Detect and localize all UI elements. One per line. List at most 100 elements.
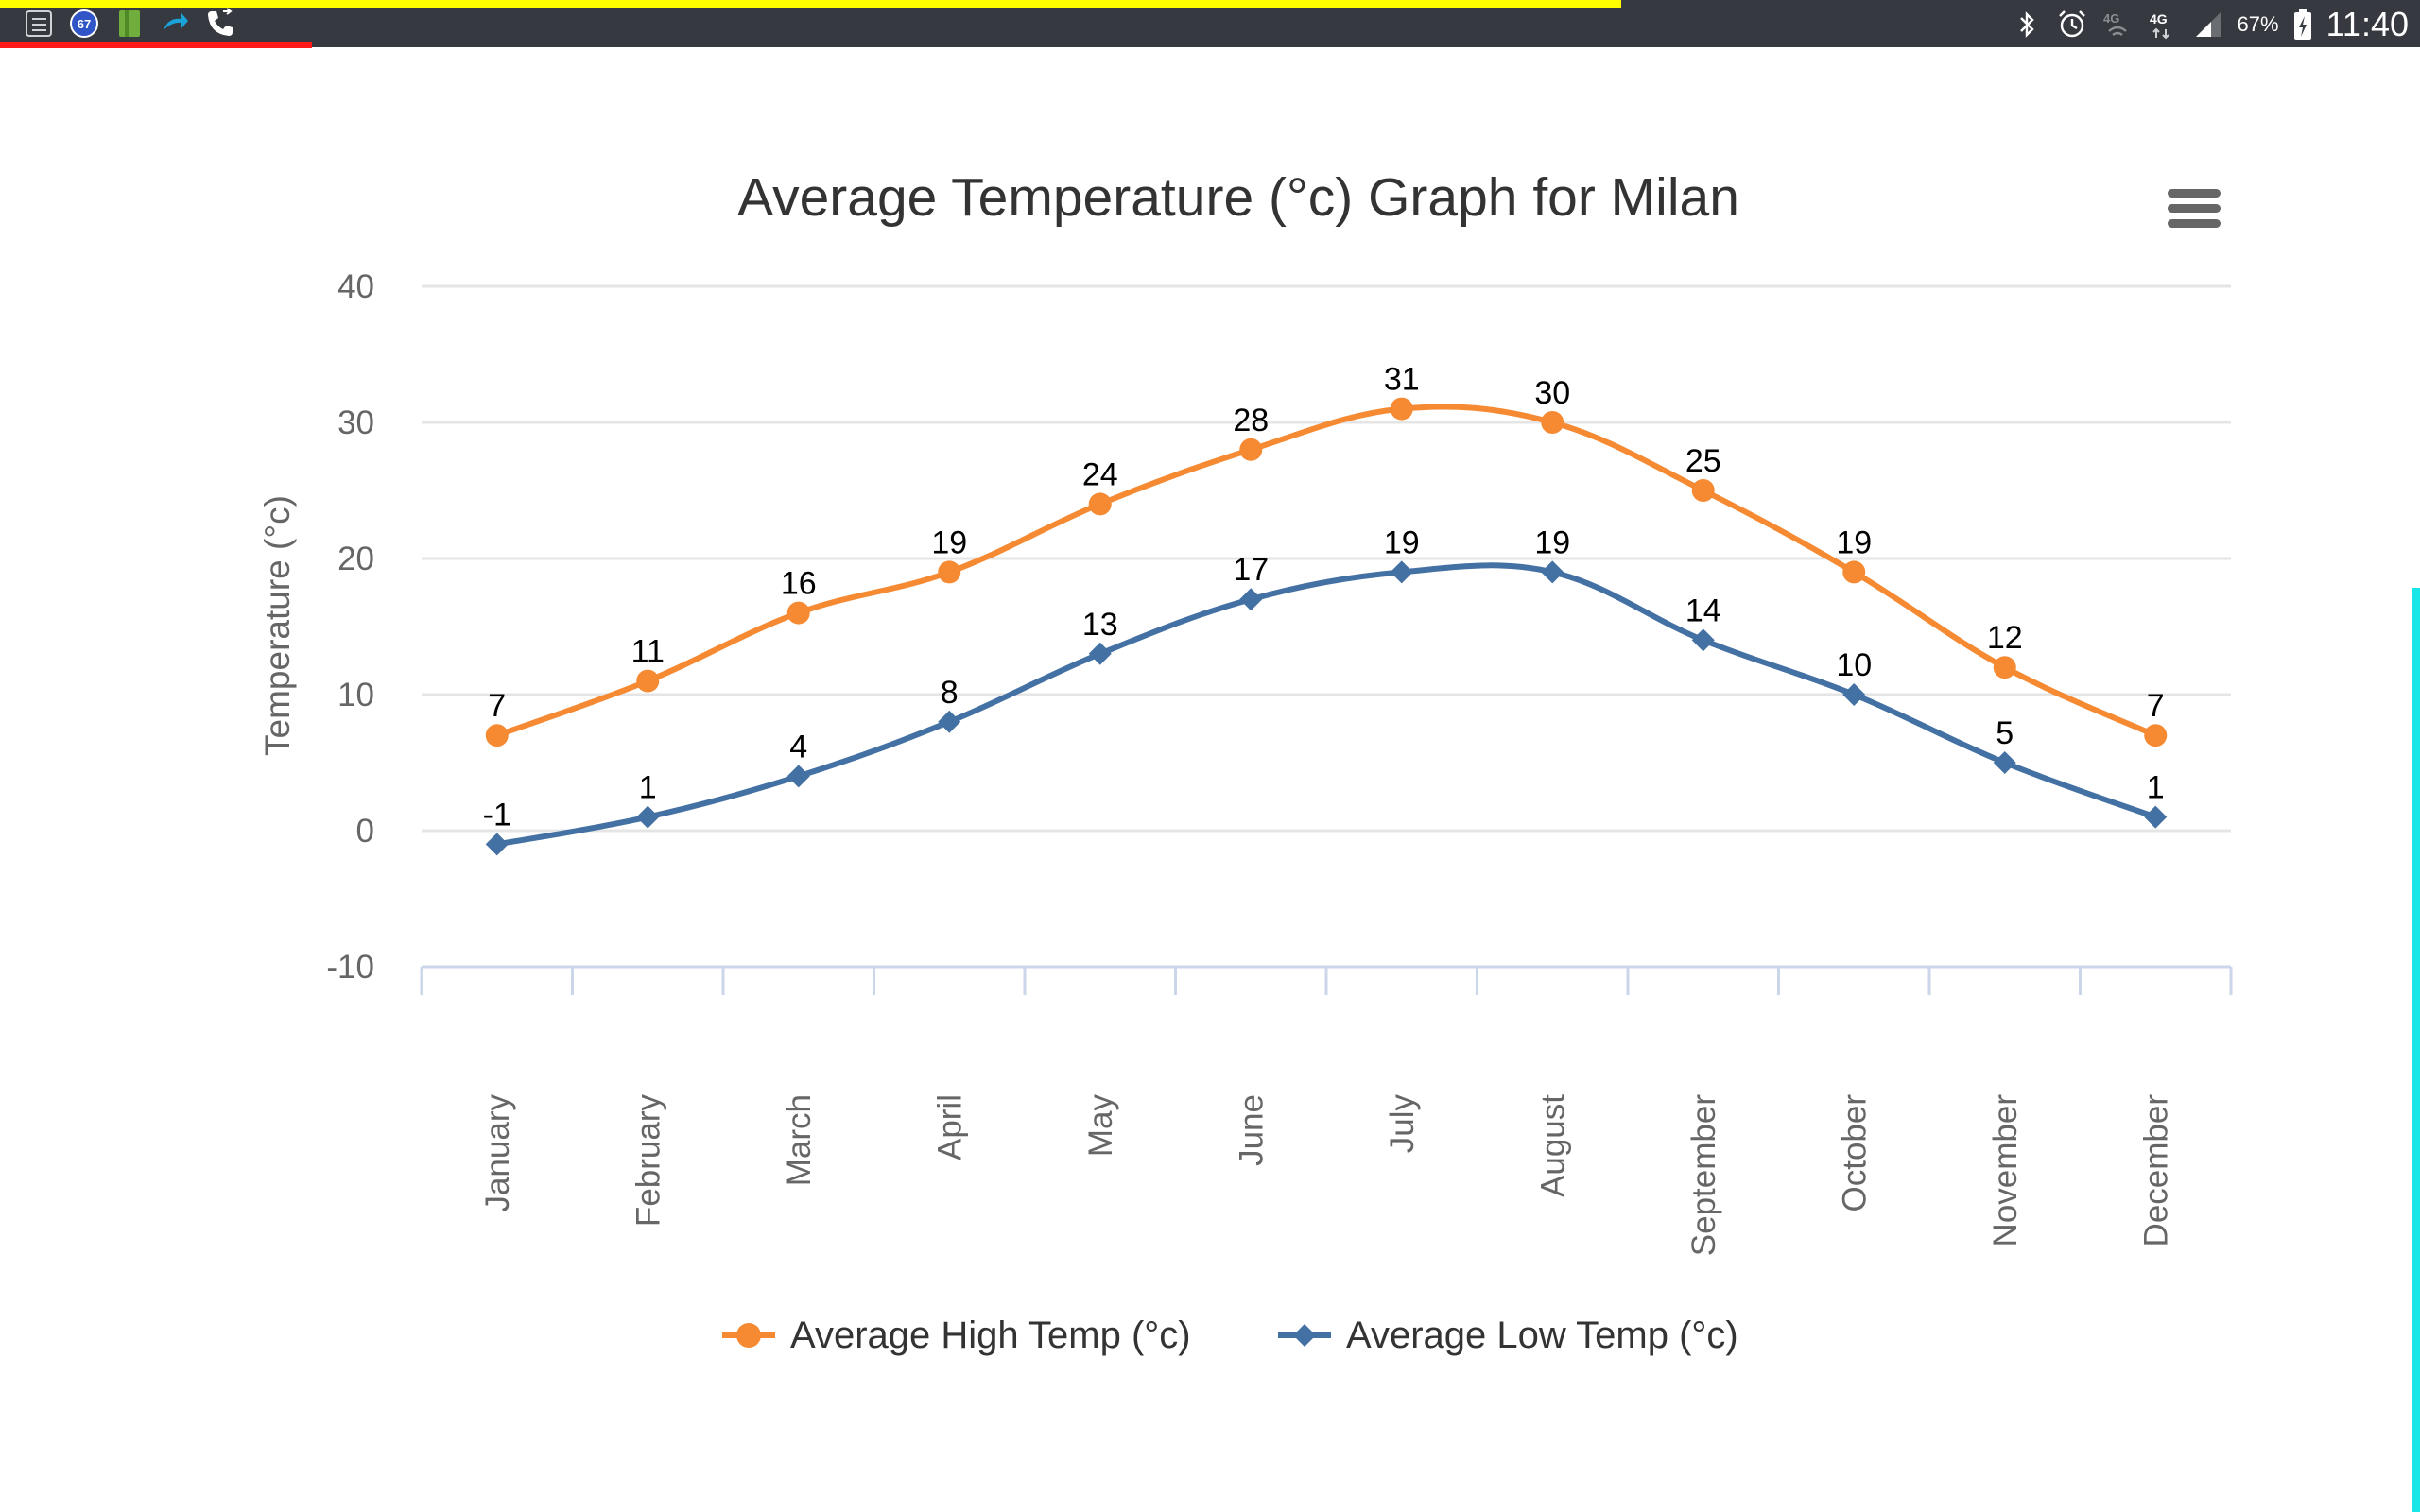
data-label: 31 xyxy=(1384,362,1420,398)
loading-progress-bar xyxy=(0,0,1621,8)
data-point xyxy=(1691,628,1715,652)
y-tick-label: 10 xyxy=(337,677,374,713)
data-point xyxy=(2144,724,2168,747)
status-bar: 67 4G 4G 67% xyxy=(0,0,2420,48)
data-label: 17 xyxy=(1233,552,1269,588)
signal-strength-icon xyxy=(2195,12,2221,37)
x-tick-label: May xyxy=(1082,1094,1119,1158)
data-label: 11 xyxy=(631,634,665,670)
data-point xyxy=(1993,656,2016,679)
x-axis: January February March April May June July Augu… xyxy=(420,965,2233,1257)
svg-text:4G: 4G xyxy=(2103,11,2119,26)
legend-label: Average Low Temp (°c) xyxy=(1346,1314,1738,1356)
data-point xyxy=(636,669,660,693)
data-label: 19 xyxy=(1534,524,1570,560)
data-point xyxy=(1691,479,1715,502)
y-tick-label: 30 xyxy=(337,404,374,441)
x-tick-label: December xyxy=(2137,1094,2174,1247)
series-line-high xyxy=(495,404,2157,739)
grid-lines xyxy=(422,284,2231,833)
data-point xyxy=(786,601,810,625)
x-tick-label: January xyxy=(479,1094,516,1212)
hamburger-menu-icon xyxy=(2168,189,2221,228)
data-label: 7 xyxy=(488,688,506,724)
data-label: 19 xyxy=(1384,524,1420,560)
y-tick-label: 40 xyxy=(337,268,374,305)
loading-progress-bar-secondary xyxy=(0,42,312,48)
data-label: 19 xyxy=(931,524,967,560)
data-point xyxy=(938,560,961,584)
data-point xyxy=(1390,397,1413,421)
legend-marker xyxy=(736,1323,761,1348)
legend-item-high[interactable]: Average High Temp (°c) xyxy=(722,1314,1191,1356)
data-point xyxy=(1993,751,2016,774)
book-app-icon xyxy=(119,10,140,37)
x-tick-label: June xyxy=(1233,1094,1270,1166)
notification-badge-count: 67 xyxy=(78,17,91,31)
data-label: 7 xyxy=(2147,688,2165,724)
mobile-data-4g-icon: 4G xyxy=(2150,11,2169,40)
data-point xyxy=(938,710,961,733)
x-tick-label: October xyxy=(1836,1094,1873,1212)
chart-title: Average Temperature (°c) Graph for Milan xyxy=(737,167,1739,228)
task-list-icon xyxy=(26,10,52,37)
data-label: 25 xyxy=(1685,443,1721,479)
x-tick-label: September xyxy=(1685,1094,1722,1257)
edge-scroll-indicator xyxy=(2412,588,2420,1512)
bluetooth-icon xyxy=(2019,11,2034,38)
chart-legend: Average High Temp (°c) Average Low Temp (… xyxy=(722,1314,1738,1356)
data-point xyxy=(1239,438,1263,461)
data-label: 14 xyxy=(1685,593,1721,628)
y-tick-label: 0 xyxy=(356,813,374,850)
series-layer xyxy=(485,397,2168,856)
x-tick-label: November xyxy=(1987,1094,2024,1247)
battery-charging-icon xyxy=(2293,9,2311,40)
data-label: 5 xyxy=(1996,715,2014,751)
data-point xyxy=(1541,411,1564,434)
x-tick-label: February xyxy=(630,1094,666,1228)
legend-marker xyxy=(1293,1324,1316,1347)
y-axis-title: Temperature (°c) xyxy=(258,495,297,756)
clock: 11:40 xyxy=(2325,5,2409,43)
data-label: 30 xyxy=(1534,375,1570,411)
data-label: 8 xyxy=(941,675,959,711)
data-point xyxy=(485,833,509,856)
x-tick-label: March xyxy=(781,1094,818,1186)
data-label: 1 xyxy=(639,770,657,806)
svg-text:4G: 4G xyxy=(2150,11,2168,26)
data-label: 12 xyxy=(1987,620,2023,656)
data-label: 24 xyxy=(1082,456,1118,492)
data-label: 19 xyxy=(1836,524,1872,560)
data-label: 16 xyxy=(781,566,817,602)
call-forward-icon xyxy=(208,8,233,36)
data-point xyxy=(1842,683,1866,706)
x-tick-label: August xyxy=(1534,1094,1571,1197)
share-arrow-icon xyxy=(164,13,188,30)
data-point xyxy=(1541,560,1564,584)
data-label: 13 xyxy=(1082,607,1118,643)
data-label: -1 xyxy=(483,797,511,833)
y-tick-label: -10 xyxy=(326,949,374,986)
data-label: 10 xyxy=(1836,647,1872,683)
x-tick-label: July xyxy=(1384,1094,1421,1154)
data-point xyxy=(636,805,660,829)
data-point xyxy=(1239,588,1263,611)
y-tick-label: 20 xyxy=(337,541,374,577)
status-icons-group: 4G 4G 67% 11:40 xyxy=(2011,5,2409,43)
data-point xyxy=(1088,642,1112,665)
legend-item-low[interactable]: Average Low Temp (°c) xyxy=(1278,1314,1738,1356)
y-axis-ticks: 40 30 20 10 0 -10 xyxy=(326,268,374,986)
data-point xyxy=(2144,805,2168,829)
wifi-4g-icon: 4G xyxy=(2103,11,2127,36)
data-point xyxy=(1390,560,1413,584)
data-point xyxy=(786,765,810,788)
data-label: 1 xyxy=(2147,770,2165,806)
data-point xyxy=(1842,560,1866,584)
data-point xyxy=(1088,492,1112,516)
data-label: 28 xyxy=(1233,403,1269,438)
alarm-clock-icon xyxy=(2058,10,2085,38)
legend-label: Average High Temp (°c) xyxy=(790,1314,1191,1356)
chart-menu-button[interactable] xyxy=(2155,175,2233,241)
